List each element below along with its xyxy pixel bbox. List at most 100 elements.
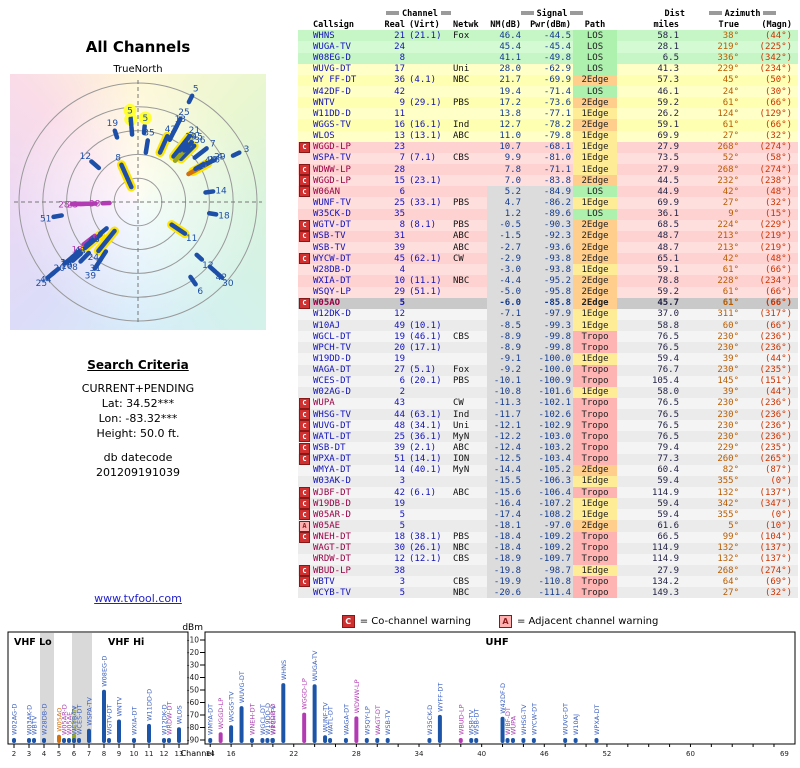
signal-bar: WLOS [176,705,184,743]
network-cell: CW [451,253,488,265]
path-cell: 2Edge [573,219,618,231]
power-cell: -98.7 [523,565,574,577]
azimuth-magnetic-cell: (151°) [741,375,799,387]
bar-callsign-label: WJBF-DT [504,707,512,735]
distance-cell: 76.5 [617,431,688,443]
distance-cell: 6.5 [617,52,688,64]
power-cell: -109.2 [523,542,574,554]
distance-cell: 59.4 [617,475,688,488]
channel-tick-label: 4 [42,750,47,758]
radar-channel-label: 8 [115,153,121,163]
signal-bar: WSB-DT [473,709,481,743]
network-cell: Fox [451,30,488,42]
real-channel-cell: 27 [381,364,407,376]
azimuth-magnetic-cell: (265°) [741,453,799,465]
real-channel-cell: 25 [381,197,407,209]
signal-bar: WRDW-DT [166,702,174,743]
path-cell: 2Edge [573,97,618,109]
virtual-channel-cell [407,186,452,198]
channel-tick-label: 11 [145,750,154,758]
distance-cell: 27.9 [617,565,688,577]
dbm-axis-label: dBm [182,623,203,633]
table-row: W03AK-D 3 -15.5 -106.3 1Edge 59.4 355° (0°) [298,475,799,488]
power-cell: -99.3 [523,319,574,332]
table-row: C WGGD-LP 15 (23.1) 7.0 -83.8 2Edge 44.5 232° (23… [298,175,799,187]
power-cell: -97.9 [523,308,574,320]
table-row: W08EG-D 8 41.1 -49.8 LOS 6.5 336° (342°) [298,52,799,64]
network-cell [451,297,488,309]
noise-margin-cell: -19.8 [487,565,524,577]
azimuth-true-cell: 61° [687,286,742,298]
radar-channel-label: 3 [244,145,250,155]
real-channel-cell: 6 [381,186,407,198]
tvfool-link[interactable]: www.tvfool.com [94,592,182,605]
power-cell: -100.9 [523,375,574,387]
real-channel-cell: 17 [381,63,407,75]
path-cell: LOS [573,186,618,198]
col-header-real: Real [384,19,405,30]
power-cell: -62.9 [523,63,574,75]
warning-cell [298,386,311,398]
warning-cell: C [298,175,311,187]
azimuth-true-cell: 39° [687,386,742,398]
azimuth-true-cell: 213° [687,241,742,254]
azimuth-true-cell: 145° [687,375,742,387]
distance-cell: 66.5 [617,531,688,543]
callsign-cell: WUNF-TV [311,197,381,209]
path-cell: 2Edge [573,286,618,298]
height-value: Height: 50.0 ft. [96,427,180,440]
virtual-channel-cell: (13.1) [407,130,452,142]
distance-cell: 58.1 [617,30,688,42]
azimuth-magnetic-cell: (69°) [741,576,799,588]
vhf-hi-label: VHF Hi [108,637,144,648]
table-row: WCES-DT 6 (20.1) PBS -10.1 -100.9 Tropo 105.4 14… [298,375,799,387]
table-row: WMYA-DT 14 (40.1) MyN -14.4 -105.2 2Edge 60.4 82… [298,464,799,476]
callsign-cell: W10AJ [311,319,381,332]
signal-bar: WSPA-TV [86,697,94,743]
real-channel-cell: 13 [381,130,407,142]
callsign-cell: W12DK-D [311,308,381,320]
signal-bar: WSB-TV [384,709,392,743]
radar-station: 12 [194,252,214,271]
azimuth-magnetic-cell: (66°) [741,119,799,131]
real-channel-cell: 14 [381,464,407,476]
power-cell: -103.4 [523,453,574,465]
virtual-channel-cell: (38.1) [407,531,452,543]
noise-margin-cell: -2.9 [487,253,524,265]
radar-station: 25 [171,108,190,134]
power-cell: -101.6 [523,386,574,398]
path-cell: Tropo [573,542,618,554]
path-cell: Tropo [573,331,618,343]
table-row: C W19DB-D 19 -16.4 -107.2 1Edge 59.4 342° (347°) [298,498,799,510]
bar-callsign-label: WPXA-DT [593,705,601,735]
network-cell: Ind [451,409,488,421]
azimuth-true-cell: 5° [687,520,742,532]
bar-callsign-label: WUNF-TV [322,702,330,733]
table-row: C WJBF-DT 42 (6.1) ABC -15.6 -106.4 Tropo 114.9 1… [298,487,799,499]
warning-cell [298,275,311,287]
warning-cell: C [298,565,311,577]
azimuth-true-cell: 355° [687,509,742,521]
radar-channel-label: 48 [88,235,100,245]
noise-margin-cell: 12.7 [487,119,524,131]
power-cell: -110.8 [523,576,574,588]
radar-channel-label: 5 [193,85,199,95]
warning-cell [298,331,311,343]
warning-cell [298,74,311,86]
callsign-cell: WLOS [311,130,381,142]
network-cell [451,186,488,198]
real-channel-cell: 5 [381,520,407,532]
real-channel-cell: 12 [381,553,407,566]
signal-bar: WSQY-LP [363,706,371,743]
azimuth-true-cell: 230° [687,342,742,354]
radar-channel-label: 6 [197,287,203,297]
distance-cell: 59.2 [617,97,688,109]
real-channel-cell: 18 [381,531,407,543]
table-row: C WGTV-DT 8 (8.1) PBS -0.5 -90.3 2Edge 68.5 224°(… [298,219,799,231]
azimuth-true-cell: 230° [687,331,742,343]
network-cell [451,163,488,176]
power-cell: -99.8 [523,331,574,343]
bar-callsign-label: WBUD-LP [457,704,465,735]
power-cell: -100.0 [523,353,574,365]
noise-margin-cell: -15.6 [487,487,524,499]
